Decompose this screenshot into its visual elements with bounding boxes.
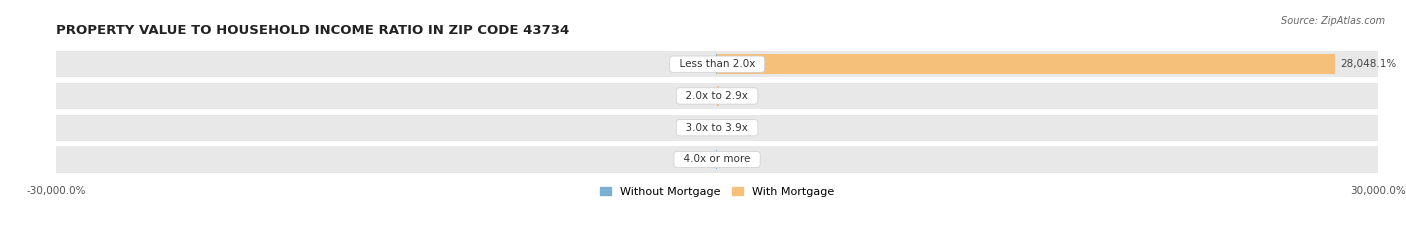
Text: 0.0%: 0.0% [723,154,749,164]
Text: Less than 2.0x: Less than 2.0x [672,59,762,69]
Text: Source: ZipAtlas.com: Source: ZipAtlas.com [1281,16,1385,26]
Bar [56,83,1378,109]
Bar [717,54,1334,74]
Text: 18.5%: 18.5% [676,91,710,101]
Text: 19.9%: 19.9% [723,123,756,133]
Text: PROPERTY VALUE TO HOUSEHOLD INCOME RATIO IN ZIP CODE 43734: PROPERTY VALUE TO HOUSEHOLD INCOME RATIO… [56,24,569,37]
Legend: Without Mortgage, With Mortgage: Without Mortgage, With Mortgage [596,182,838,201]
Text: 71.3%: 71.3% [724,91,758,101]
Text: 4.0x or more: 4.0x or more [678,154,756,164]
Text: 3.0x to 3.9x: 3.0x to 3.9x [679,123,755,133]
Text: 43.7%: 43.7% [676,59,710,69]
Text: 29.6%: 29.6% [676,154,710,164]
Text: 28,048.1%: 28,048.1% [1340,59,1396,69]
Bar [717,86,718,106]
Text: 2.0x to 2.9x: 2.0x to 2.9x [679,91,755,101]
Bar [56,147,1378,172]
Bar [56,51,1378,77]
Bar [56,115,1378,141]
Text: 8.2%: 8.2% [683,123,710,133]
